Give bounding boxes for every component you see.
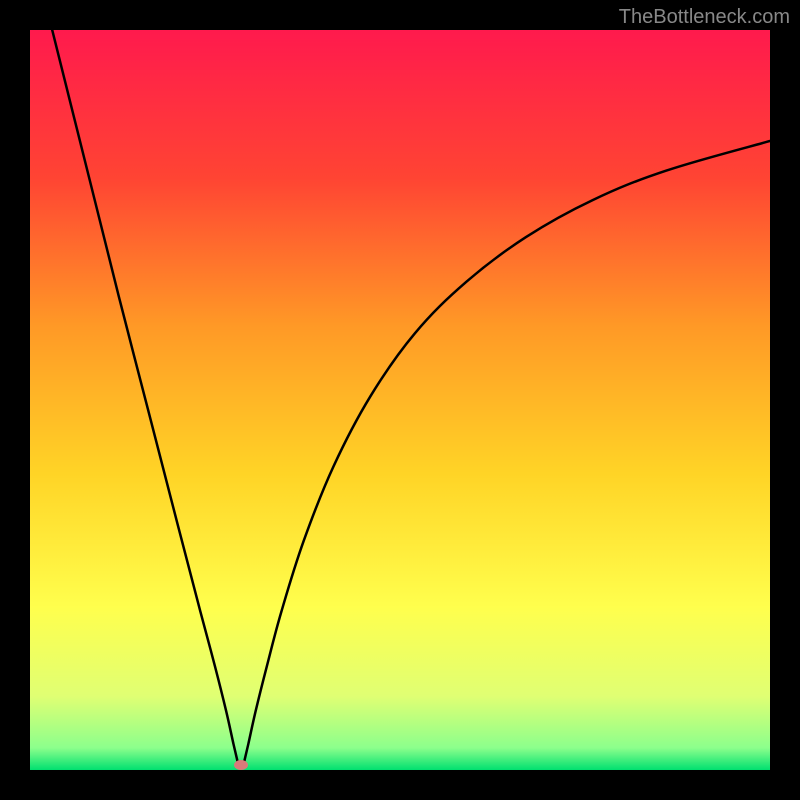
- plot-gradient-bg: [30, 30, 770, 770]
- curve-right-branch: [243, 141, 770, 766]
- plot-area: [30, 30, 770, 770]
- curve-left-branch: [52, 30, 238, 766]
- watermark-text: TheBottleneck.com: [619, 6, 790, 29]
- chart-root: TheBottleneck.com: [0, 0, 800, 800]
- curve-layer: [30, 30, 770, 770]
- minimum-marker: [234, 760, 248, 770]
